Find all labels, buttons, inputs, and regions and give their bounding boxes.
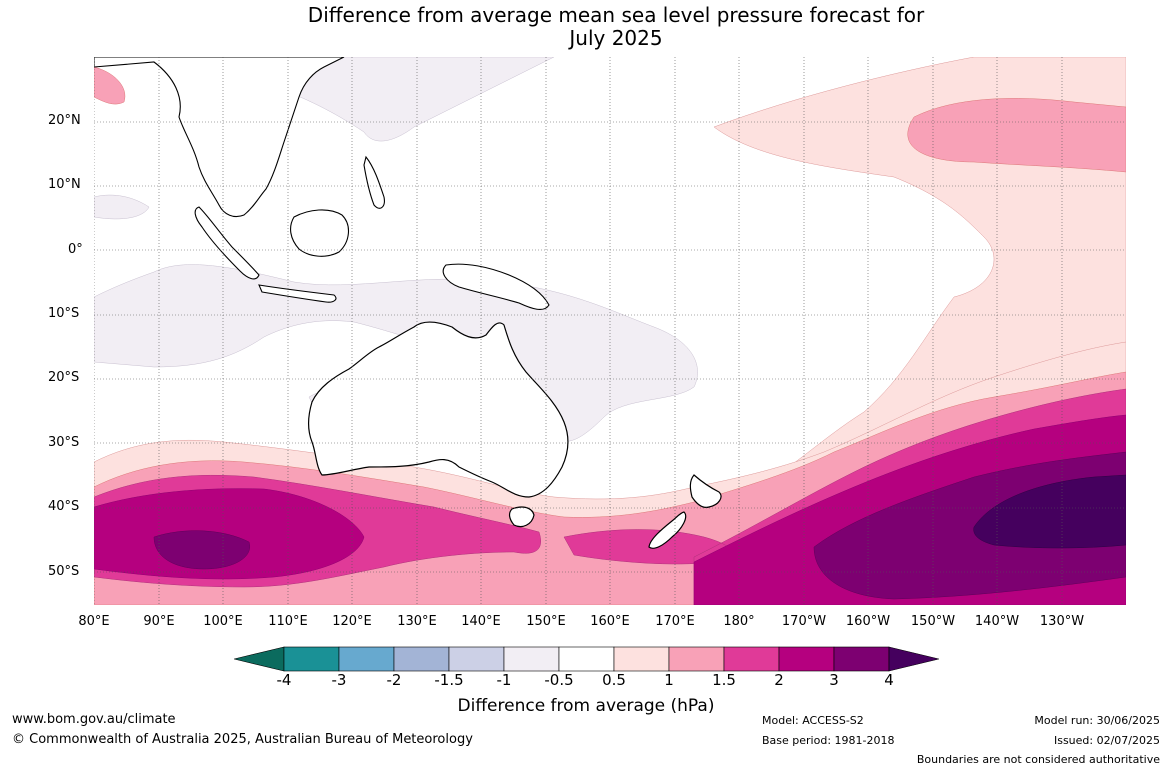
- neg-patch-west: [94, 194, 150, 220]
- base-period: Base period: 1981-2018: [762, 734, 895, 747]
- title-line-1: Difference from average mean sea level p…: [307, 3, 925, 27]
- colorbar-tick: 4: [884, 671, 894, 689]
- website-link[interactable]: www.bom.gov.au/climate: [12, 712, 176, 727]
- lat-label-40s: 40°S: [48, 499, 80, 514]
- australia-landmass: [307, 321, 569, 498]
- map-canvas: [94, 57, 1126, 605]
- lat-label-30s: 30°S: [48, 435, 80, 450]
- copyright-text: © Commonwealth of Australia 2025, Austra…: [12, 732, 473, 747]
- colorbar-tick: 3: [829, 671, 839, 689]
- model-run: Model run: 30/06/2025: [1034, 714, 1160, 727]
- lon-label-180: 180°: [723, 614, 755, 629]
- lat-label-0: 0°: [68, 242, 83, 257]
- colorbar-cells: [234, 646, 939, 672]
- colorbar-cell: [503, 646, 560, 672]
- pos-region-ne-mid: [907, 98, 1126, 173]
- colorbar-cell: [448, 646, 505, 672]
- colorbar-tick: -3: [331, 671, 347, 689]
- colorbar-tick: 1: [664, 671, 674, 689]
- issued-date: Issued: 02/07/2025: [1053, 734, 1160, 747]
- pos-belt-strongest: [153, 451, 1126, 600]
- colorbar-cell: [668, 646, 725, 672]
- colorbar-tick: -4: [276, 671, 292, 689]
- colorbar-tick: -1: [496, 671, 512, 689]
- gridlines: [94, 57, 1126, 605]
- java: [258, 284, 337, 303]
- pos-core-east: [973, 474, 1126, 549]
- colorbar-cell: [558, 646, 615, 672]
- colorbar-tick: -1.5: [434, 671, 464, 689]
- lon-label-110e: 110°E: [268, 614, 308, 629]
- lon-label-160e: 160°E: [590, 614, 630, 629]
- pos-patch-nw: [94, 66, 126, 105]
- colorbar-cell: [283, 646, 340, 672]
- lon-label-170w: 170°W: [781, 614, 827, 629]
- colorbar-cell: [393, 646, 450, 672]
- lat-label-10s: 10°S: [48, 306, 80, 321]
- lon-label-140w: 140°W: [974, 614, 1020, 629]
- colorbar-cell: [613, 646, 670, 672]
- colorbar-arrow-high: [888, 646, 939, 672]
- philippines: [363, 155, 385, 209]
- new-zealand-south: [648, 511, 687, 549]
- asia-mainland: [94, 57, 345, 218]
- lon-label-120e: 120°E: [332, 614, 372, 629]
- map-title: Difference from average mean sea level p…: [0, 4, 1173, 50]
- colorbar-title: Difference from average (hPa): [457, 696, 715, 716]
- lon-label-140e: 140°E: [461, 614, 501, 629]
- colorbar-cell: [778, 646, 835, 672]
- lat-label-20s: 20°S: [48, 370, 80, 385]
- colorbar-arrow-low: [234, 646, 285, 672]
- colorbar-cell: [338, 646, 395, 672]
- colorbar-tick: 0.5: [602, 671, 626, 689]
- lon-label-130e: 130°E: [397, 614, 437, 629]
- title-line-2: July 2025: [569, 26, 663, 50]
- pressure-anomaly-map: [94, 57, 1126, 605]
- new-zealand-north: [689, 474, 722, 508]
- colorbar-tick: -0.5: [544, 671, 574, 689]
- borneo: [290, 209, 349, 257]
- boundary-disclaimer: Boundaries are not considered authoritat…: [916, 753, 1160, 766]
- lon-label-90e: 90°E: [143, 614, 175, 629]
- lon-label-80e: 80°E: [78, 614, 110, 629]
- new-guinea: [442, 263, 550, 311]
- lat-label-20n: 20°N: [48, 113, 81, 128]
- colorbar-legend: [234, 646, 939, 672]
- lon-label-170e: 170°E: [655, 614, 695, 629]
- colorbar-cell: [723, 646, 780, 672]
- sumatra: [194, 206, 260, 280]
- lon-label-150e: 150°E: [526, 614, 566, 629]
- colorbar-tick: 1.5: [712, 671, 736, 689]
- colorbar-cell: [833, 646, 890, 672]
- lon-label-130w: 130°W: [1039, 614, 1085, 629]
- lat-label-50s: 50°S: [48, 564, 80, 579]
- lat-label-10n: 10°N: [48, 177, 81, 192]
- lon-label-150w: 150°W: [910, 614, 956, 629]
- lon-label-160w: 160°W: [845, 614, 891, 629]
- model-name: Model: ACCESS-S2: [762, 714, 864, 727]
- neg-patch-north: [273, 57, 555, 142]
- colorbar-tick: -2: [386, 671, 402, 689]
- colorbar-tick: 2: [774, 671, 784, 689]
- tasmania: [508, 506, 535, 528]
- lon-label-100e: 100°E: [203, 614, 243, 629]
